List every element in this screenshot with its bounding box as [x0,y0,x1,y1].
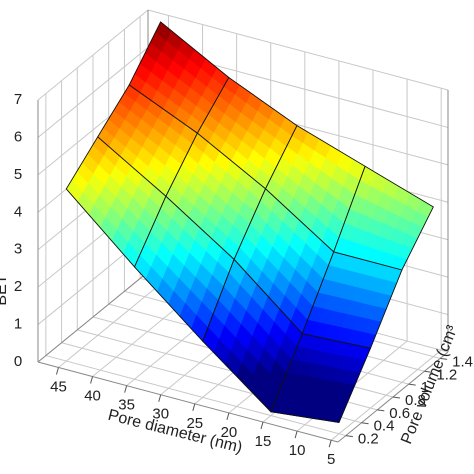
y-tick-label: 1.4 [452,353,473,370]
z-tick-label: 7 [14,91,22,108]
z-tick-label: 4 [14,203,22,220]
tick-mark [158,394,162,402]
tick-mark [345,435,353,438]
z-tick-label: 3 [14,241,22,258]
y-tick-label: 0.2 [358,431,379,448]
tick-mark [294,430,298,439]
tick-mark [260,421,264,430]
z-tick-label: 6 [14,128,22,145]
tick-mark [192,403,196,411]
grid-line [45,355,346,437]
mesh-cell [270,333,372,423]
tick-mark [392,396,401,399]
y-tick-label: 0.8 [405,392,426,409]
tick-mark [55,367,59,375]
x-tick-label: 15 [255,433,272,450]
box-edge [37,271,149,363]
x-tick-label: 35 [118,397,135,414]
tick-mark [408,383,416,386]
z-tick-label: 2 [14,278,22,295]
y-tick-label: 1 [421,379,429,396]
x-tick-label: 30 [152,406,169,423]
tick-mark [328,440,332,448]
y-tick-label: 0.6 [389,405,410,422]
y-tick-label: 1.2 [436,366,457,383]
x-tick-label: 5 [327,451,335,468]
grid-line [147,9,449,91]
z-axis-label: BET [0,274,10,305]
tick-mark [440,357,448,360]
x-tick-label: 45 [50,378,67,395]
tick-mark [424,370,432,373]
x-tick-label: 25 [186,415,203,432]
z-tick-label: 0 [14,353,22,370]
tick-mark [124,385,128,393]
tick-mark [361,422,369,425]
box-edge [37,361,339,443]
z-tick-label: 1 [14,316,22,333]
x-tick-label: 40 [84,388,101,405]
z-tick-label: 5 [14,166,22,183]
tick-mark [377,409,385,412]
tick-mark [90,376,94,384]
x-tick-label: 20 [221,424,238,441]
x-tick-label: 10 [289,442,306,459]
y-tick-label: 0.4 [374,418,395,435]
tick-mark [226,412,230,421]
